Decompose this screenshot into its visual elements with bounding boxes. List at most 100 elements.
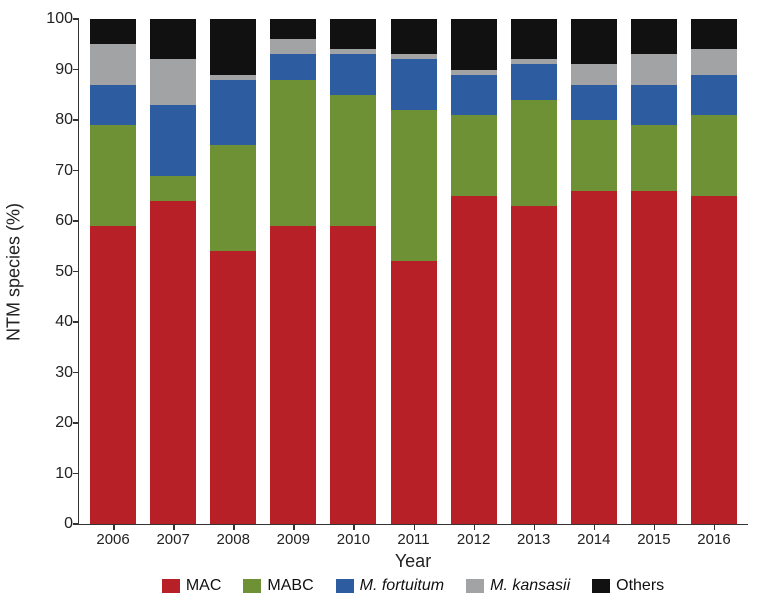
bar: [451, 19, 497, 524]
legend-item-fortuitum: M. fortuitum: [336, 577, 444, 595]
y-tick-mark: [73, 119, 79, 121]
bar-column: 2009: [263, 19, 323, 524]
legend: MAC MABC M. fortuitum M. kansasii Others: [78, 577, 748, 595]
bar-segment-fortuitum: [391, 59, 437, 110]
bar-column: 2007: [143, 19, 203, 524]
legend-swatch: [243, 579, 261, 593]
bar-column: 2016: [684, 19, 744, 524]
y-axis-label: NTM species (%): [4, 203, 25, 341]
bar-segment-mabc: [150, 176, 196, 201]
bar-segment-others: [391, 19, 437, 54]
legend-label: Others: [616, 577, 664, 595]
legend-label: MAC: [186, 577, 222, 595]
bar-column: 2011: [383, 19, 443, 524]
bar-segment-others: [451, 19, 497, 70]
bar-segment-kansasii: [270, 39, 316, 54]
legend-label: M. kansasii: [490, 577, 570, 595]
bar-segment-mabc: [511, 100, 557, 206]
y-tick-label: 50: [39, 263, 73, 281]
y-tick-mark: [73, 523, 79, 525]
bar-segment-mac: [270, 226, 316, 524]
y-tick-mark: [73, 321, 79, 323]
y-tick-mark: [73, 220, 79, 222]
bar-segment-mac: [631, 191, 677, 524]
x-tick-label: 2007: [143, 531, 203, 548]
legend-item-mabc: MABC: [243, 577, 313, 595]
bar-segment-kansasii: [631, 54, 677, 84]
bar-segment-fortuitum: [90, 85, 136, 125]
y-tick-label: 80: [39, 111, 73, 129]
ntm-species-chart: NTM species (%) 200620072008200920102011…: [0, 0, 774, 609]
bar-segment-fortuitum: [210, 80, 256, 146]
legend-label: MABC: [267, 577, 313, 595]
bar-segment-others: [150, 19, 196, 59]
bar-segment-kansasii: [691, 49, 737, 74]
bar: [210, 19, 256, 524]
x-tick-mark: [714, 524, 716, 530]
legend-swatch: [466, 579, 484, 593]
bar-segment-others: [691, 19, 737, 49]
plot-area: 2006200720082009201020112012201320142015…: [78, 20, 748, 525]
x-tick-mark: [113, 524, 115, 530]
bar: [270, 19, 316, 524]
bar: [90, 19, 136, 524]
x-tick-label: 2015: [624, 531, 684, 548]
y-tick-mark: [73, 69, 79, 71]
bar-segment-mac: [571, 191, 617, 524]
bar-segment-mac: [391, 261, 437, 524]
y-tick-label: 10: [39, 465, 73, 483]
x-tick-mark: [534, 524, 536, 530]
legend-item-others: Others: [592, 577, 664, 595]
bar: [691, 19, 737, 524]
bar-segment-others: [270, 19, 316, 39]
bar-segment-mabc: [90, 125, 136, 226]
x-tick-label: 2008: [203, 531, 263, 548]
x-tick-label: 2011: [383, 531, 443, 548]
bar-segment-others: [631, 19, 677, 54]
x-tick-mark: [414, 524, 416, 530]
x-tick-mark: [293, 524, 295, 530]
bar-segment-fortuitum: [270, 54, 316, 79]
bar-segment-others: [330, 19, 376, 49]
bar-segment-mac: [451, 196, 497, 524]
bar-segment-fortuitum: [511, 64, 557, 99]
y-tick-mark: [73, 473, 79, 475]
y-tick-mark: [73, 170, 79, 172]
bar-segment-mac: [210, 251, 256, 524]
bar-segment-kansasii: [150, 59, 196, 104]
y-tick-label: 60: [39, 212, 73, 230]
x-tick-mark: [353, 524, 355, 530]
bar-column: 2014: [564, 19, 624, 524]
bar-column: 2015: [624, 19, 684, 524]
y-tick-label: 100: [39, 10, 73, 28]
bar-segment-fortuitum: [330, 54, 376, 94]
x-tick-mark: [173, 524, 175, 530]
bar-segment-mac: [90, 226, 136, 524]
bar-segment-fortuitum: [451, 75, 497, 115]
bar-segment-mac: [691, 196, 737, 524]
bar-segment-others: [90, 19, 136, 44]
bar-segment-mabc: [631, 125, 677, 191]
y-tick-mark: [73, 271, 79, 273]
bar-segment-mac: [330, 226, 376, 524]
bar-segment-fortuitum: [631, 85, 677, 125]
bar: [571, 19, 617, 524]
bar-column: 2006: [83, 19, 143, 524]
y-tick-mark: [73, 18, 79, 20]
x-tick-label: 2009: [263, 531, 323, 548]
bar-segment-mabc: [391, 110, 437, 262]
y-tick-mark: [73, 372, 79, 374]
y-tick-label: 20: [39, 414, 73, 432]
x-tick-label: 2012: [444, 531, 504, 548]
bar: [391, 19, 437, 524]
bar-segment-others: [210, 19, 256, 75]
y-tick-label: 90: [39, 61, 73, 79]
bar-segment-mabc: [270, 80, 316, 226]
y-tick-mark: [73, 422, 79, 424]
bar-column: 2012: [444, 19, 504, 524]
bar-segment-kansasii: [571, 64, 617, 84]
bar-segment-mabc: [330, 95, 376, 226]
bar: [511, 19, 557, 524]
legend-swatch: [592, 579, 610, 593]
bar: [330, 19, 376, 524]
